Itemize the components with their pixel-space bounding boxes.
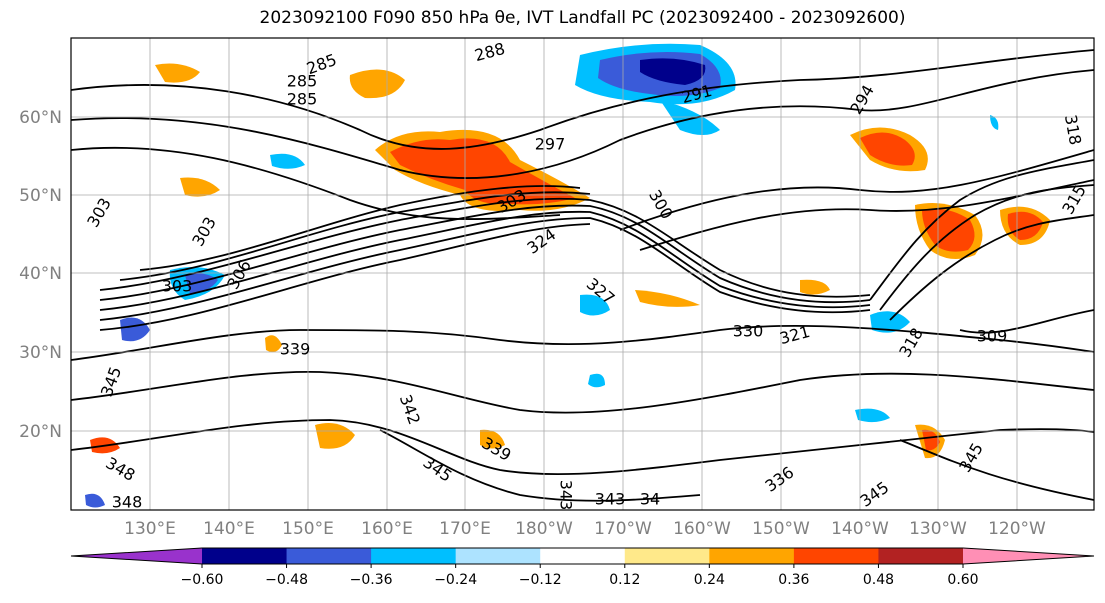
longitude-label: 160°W <box>673 519 731 539</box>
colorbar-swatch <box>455 548 541 564</box>
contour-label: 303 <box>162 277 193 296</box>
longitude-label: 140°W <box>831 519 889 539</box>
longitude-label: 170°E <box>439 519 491 539</box>
colorbar-swatch <box>709 548 795 564</box>
colorbar-tick-label: −0.48 <box>265 572 308 588</box>
contour-label: 285 <box>287 90 318 109</box>
longitude-label: 150°E <box>282 519 334 539</box>
longitude-label: 130°W <box>909 519 967 539</box>
longitude-labels: 130°E 140°E 150°E 160°E 170°E 180°W 170°W 160°W… <box>124 519 1046 539</box>
contour-label: 330 <box>733 322 764 341</box>
latitude-label: 60°N <box>19 108 62 128</box>
longitude-label: 180°W <box>515 519 573 539</box>
colorbar-tick-label: −0.36 <box>350 572 393 588</box>
contour-label: 339 <box>280 340 311 359</box>
colorbar-swatch <box>540 548 626 564</box>
colorbar-tick-label: −0.12 <box>519 572 562 588</box>
colorbar-tick-label: 0.36 <box>778 572 809 588</box>
longitude-label: 140°E <box>203 519 255 539</box>
contour-label: 34 <box>640 490 660 509</box>
latitude-label: 30°N <box>19 343 62 363</box>
latitude-label: 40°N <box>19 264 62 284</box>
longitude-label: 120°W <box>988 519 1046 539</box>
colorbar-swatch <box>793 548 879 564</box>
latitude-label: 20°N <box>19 422 62 442</box>
longitude-label: 130°E <box>124 519 176 539</box>
colorbar-swatch <box>286 548 372 564</box>
longitude-label: 170°W <box>594 519 652 539</box>
contour-label: 348 <box>112 493 143 512</box>
longitude-label: 150°W <box>752 519 810 539</box>
colorbar-swatch <box>371 548 457 564</box>
contour-label: 343 <box>557 480 576 511</box>
plot-frame <box>70 37 1095 511</box>
colorbar-swatch <box>624 548 710 564</box>
colorbar-tick-label: 0.12 <box>609 572 640 588</box>
colorbar-tick-label: −0.24 <box>434 572 477 588</box>
map-title: 2023092100 F090 850 hPa θe, IVT Landfall… <box>259 8 906 28</box>
colorbar-tick-label: 0.60 <box>947 572 978 588</box>
longitude-label: 160°E <box>361 519 413 539</box>
contour-label: 309 <box>977 327 1008 346</box>
latitude-labels: 60°N 50°N 40°N 30°N 20°N <box>19 108 62 442</box>
theta-e-contours <box>71 49 1094 502</box>
colorbar-ticks: −0.60 −0.48 −0.36 −0.24 −0.12 0.12 0.24 0.36 0.4… <box>181 564 979 588</box>
colorbar-tick-label: −0.60 <box>181 572 224 588</box>
colorbar-max-extension <box>963 548 1094 564</box>
colorbar-min-extension <box>71 548 202 564</box>
ivt-shading <box>85 43 1050 508</box>
colorbar <box>70 547 1095 565</box>
colorbar-swatch <box>878 548 964 564</box>
colorbar-tick-label: 0.24 <box>694 572 725 588</box>
graticule <box>71 38 1094 510</box>
colorbar-tick-label: 0.48 <box>863 572 894 588</box>
colorbar-swatch <box>202 548 288 564</box>
contour-label: 297 <box>535 135 566 154</box>
contour-label: 285 <box>287 72 318 91</box>
contour-label: 343 <box>595 490 626 509</box>
latitude-label: 50°N <box>19 186 62 206</box>
